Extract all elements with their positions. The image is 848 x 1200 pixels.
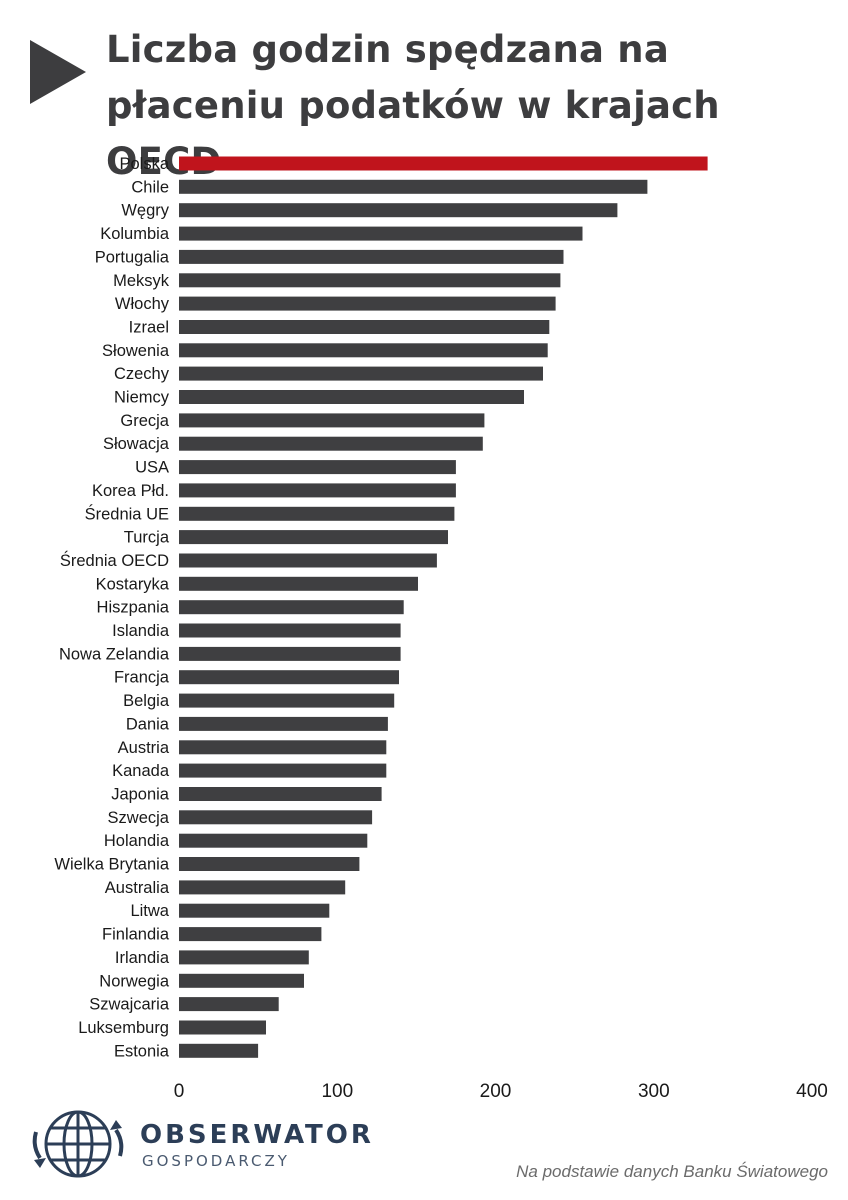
bar-29 [179, 833, 368, 848]
bar-27 [179, 787, 382, 801]
bar-19 [179, 600, 404, 615]
x-tick-label: 300 [638, 1081, 670, 1102]
bar-25 [179, 740, 387, 755]
category-label: Izrael [129, 319, 169, 337]
category-label: USA [135, 459, 169, 477]
bar-21 [179, 646, 401, 661]
x-tick-label: 100 [321, 1081, 353, 1102]
category-label: Szwajcaria [89, 996, 170, 1014]
category-label: Irlandia [115, 949, 170, 967]
category-label: Austria [118, 739, 170, 757]
category-label: Średnia UE [85, 504, 169, 523]
bar-10 [179, 390, 524, 404]
category-label: Grecja [120, 412, 169, 430]
bar-18 [179, 576, 418, 591]
category-label: Holandia [104, 832, 170, 850]
category-label: Korea Płd. [92, 482, 169, 500]
bar-0 [179, 156, 708, 171]
category-label: Nowa Zelandia [59, 645, 170, 663]
category-label: Hiszpania [97, 599, 170, 617]
bar-9 [179, 366, 543, 381]
category-label: Australia [105, 879, 170, 897]
bar-3 [179, 226, 583, 241]
bar-28 [179, 810, 373, 825]
category-label: Kanada [112, 762, 170, 780]
bar-15 [179, 506, 455, 521]
bar-5 [179, 273, 561, 288]
category-label: Portugalia [95, 248, 170, 266]
bar-17 [179, 553, 437, 568]
bar-38 [179, 1043, 259, 1058]
category-label: Słowacja [103, 435, 170, 453]
category-label: Kolumbia [100, 225, 170, 243]
bar-37 [179, 1020, 266, 1035]
category-label: Węgry [121, 202, 169, 220]
category-label: Szwecja [108, 809, 170, 827]
category-label: Dania [126, 715, 170, 733]
bar-11 [179, 413, 485, 428]
category-label: Francja [114, 669, 170, 687]
bar-12 [179, 436, 483, 451]
bar-7 [179, 320, 550, 334]
bar-33 [179, 927, 322, 942]
bar-16 [179, 530, 448, 545]
category-label: Estonia [114, 1042, 170, 1060]
category-label: Turcja [124, 529, 170, 547]
bar-4 [179, 249, 564, 264]
chart-title: Liczba godzin spędzana na płaceniu podat… [106, 28, 720, 183]
category-label: Słowenia [102, 342, 170, 360]
category-label: Finlandia [102, 926, 170, 944]
category-label: Luksemburg [78, 1019, 169, 1037]
bar-26 [179, 763, 387, 778]
source-note: Na podstawie danych Banku Światowego [516, 1162, 828, 1181]
globe-arrows-icon [32, 1110, 124, 1178]
bar-22 [179, 670, 399, 685]
play-triangle-icon [30, 40, 86, 104]
category-label: Chile [131, 178, 169, 196]
bar-1 [179, 179, 648, 194]
category-label: Czechy [114, 365, 170, 383]
bar-23 [179, 693, 395, 708]
bar-13 [179, 460, 456, 475]
category-label: Islandia [112, 622, 170, 640]
x-tick-label: 200 [480, 1081, 512, 1102]
bar-30 [179, 857, 360, 871]
bar-20 [179, 623, 401, 638]
bar-32 [179, 903, 330, 918]
category-label: Norwegia [99, 972, 170, 990]
x-tick-label: 0 [174, 1081, 185, 1102]
bar-24 [179, 716, 388, 731]
bar-6 [179, 296, 556, 311]
bar-14 [179, 483, 456, 498]
logo-name: OBSERWATOR [140, 1120, 374, 1150]
category-label: Włochy [115, 295, 170, 313]
category-label: Meksyk [113, 272, 170, 290]
category-label: Kostaryka [96, 575, 170, 593]
bar-2 [179, 203, 618, 218]
category-label: Japonia [111, 786, 170, 804]
bar-34 [179, 950, 309, 965]
x-tick-label: 400 [796, 1081, 828, 1102]
logo: OBSERWATOR GOSPODARCZY [30, 1102, 371, 1182]
bar-35 [179, 973, 304, 988]
category-label: Niemcy [114, 389, 170, 407]
title-area: Liczba godzin spędzana na płaceniu podat… [0, 0, 848, 183]
bar-31 [179, 880, 346, 895]
logo-subtitle: GOSPODARCZY [142, 1152, 290, 1170]
bar-chart: Polska Chile Węgry Kolumbia Portugalia Meksyk… [54, 155, 828, 1102]
bar-36 [179, 997, 279, 1012]
category-label: Wielka Brytania [54, 856, 169, 874]
bar-8 [179, 343, 548, 358]
category-label: Litwa [130, 902, 169, 920]
category-label: Polska [119, 155, 169, 173]
category-label: Belgia [123, 692, 170, 710]
category-label: Średnia OECD [60, 551, 169, 570]
